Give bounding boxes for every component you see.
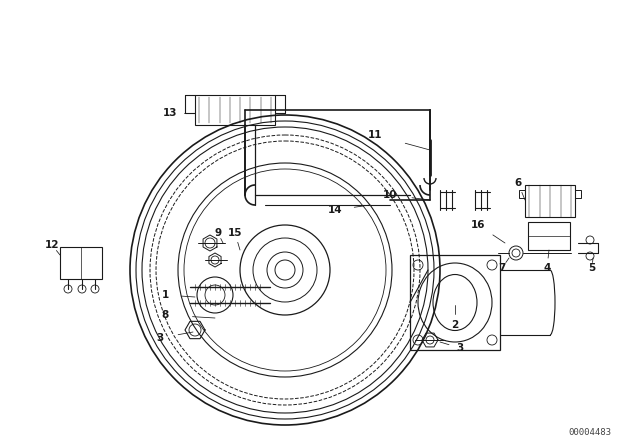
Text: 4: 4 <box>543 263 550 273</box>
Bar <box>195 95 275 125</box>
Bar <box>528 222 570 250</box>
Text: 5: 5 <box>588 263 596 273</box>
Text: 8: 8 <box>161 310 168 320</box>
Text: 14: 14 <box>328 205 342 215</box>
Text: 3: 3 <box>456 343 463 353</box>
Text: 00004483: 00004483 <box>568 427 611 436</box>
Text: 7: 7 <box>499 263 506 273</box>
Bar <box>410 255 500 350</box>
Bar <box>519 190 525 198</box>
Text: 15: 15 <box>228 228 243 238</box>
Text: 13: 13 <box>163 108 177 118</box>
Text: 16: 16 <box>471 220 485 230</box>
Bar <box>575 190 581 198</box>
Bar <box>525 185 575 217</box>
Text: 1: 1 <box>161 290 168 300</box>
Text: 11: 11 <box>368 130 382 140</box>
Text: 3: 3 <box>156 333 164 343</box>
Text: 10: 10 <box>383 190 397 200</box>
Text: 2: 2 <box>451 320 459 330</box>
Text: 9: 9 <box>214 228 221 238</box>
Text: 12: 12 <box>45 240 60 250</box>
Bar <box>60 247 102 279</box>
Text: 6: 6 <box>515 178 522 188</box>
